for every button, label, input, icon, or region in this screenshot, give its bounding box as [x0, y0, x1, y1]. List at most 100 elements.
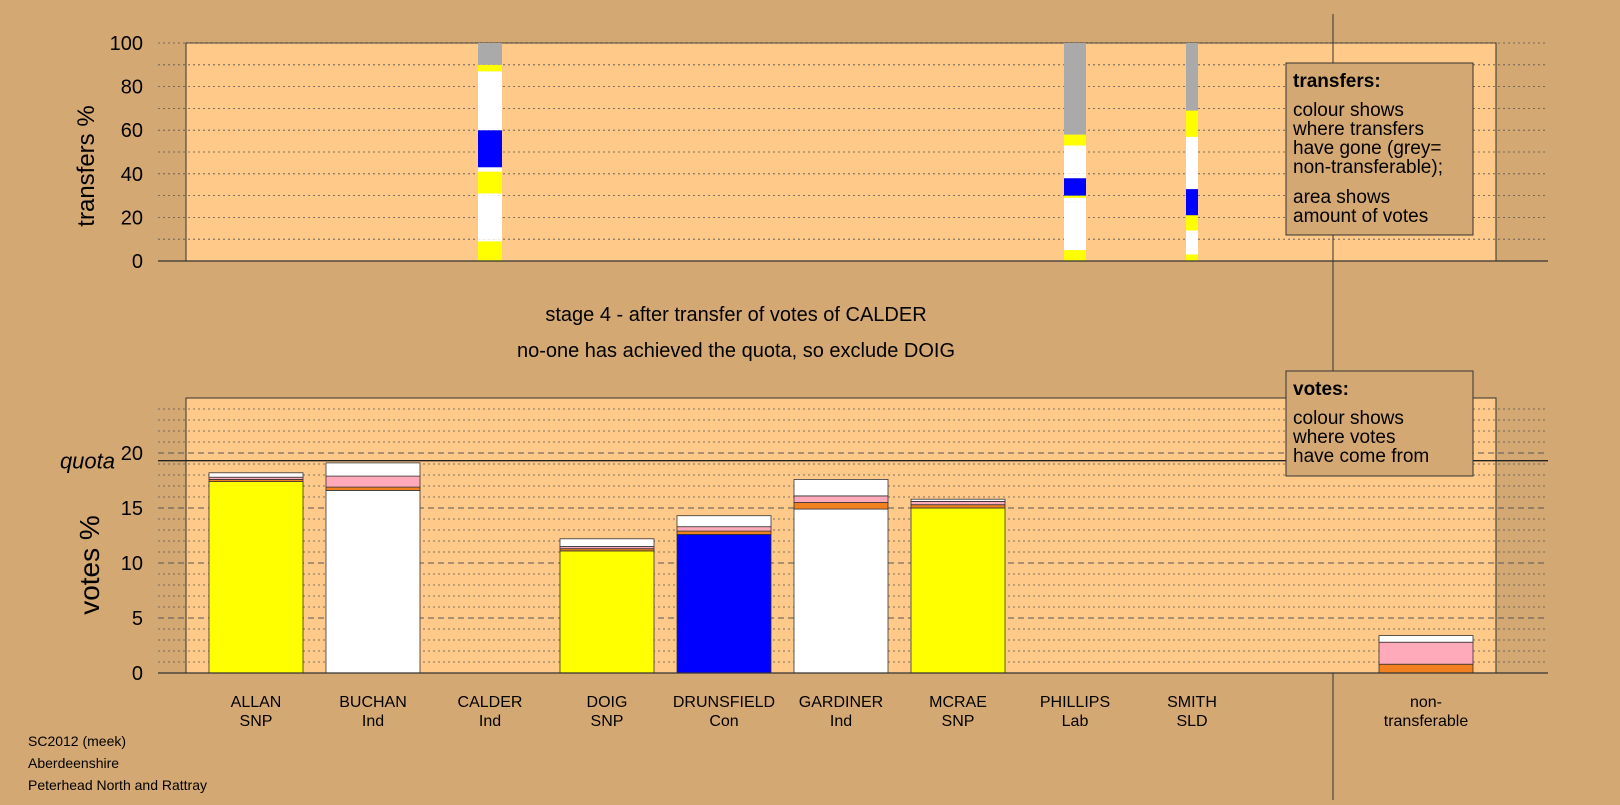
vote-segment: [910, 498, 1006, 502]
transfer-column-calder: [478, 43, 502, 261]
party-label: Ind: [479, 713, 501, 730]
y-tick-label: 60: [121, 120, 143, 142]
vote-segment: [676, 526, 772, 532]
category-label: ALLAN: [231, 694, 282, 711]
category-label: GARDINER: [799, 694, 883, 711]
transfer-segment: [1186, 189, 1198, 216]
vote-segment: [676, 515, 772, 528]
vote-segment: [793, 508, 889, 674]
vote-segment: [325, 462, 421, 477]
party-label: SLD: [1176, 713, 1207, 730]
transfer-segment: [1064, 250, 1086, 261]
vote-bar-gardiner: [793, 478, 889, 674]
party-label: transferable: [1384, 713, 1469, 730]
vote-segment: [793, 495, 889, 503]
transfers-legend-title: transfers:: [1293, 71, 1381, 92]
vote-segment: [325, 475, 421, 488]
transfer-segment: [1186, 110, 1198, 137]
party-label: Con: [709, 713, 738, 730]
transfer-segment: [478, 241, 502, 261]
vote-segment: [208, 472, 304, 478]
vote-segment: [1378, 663, 1474, 674]
y-tick-label: 20: [121, 207, 143, 229]
y-tick-label: 15: [121, 498, 143, 520]
transfer-segment: [1186, 215, 1198, 231]
transfer-segment: [1064, 145, 1086, 150]
y-tick-label: 10: [121, 553, 143, 575]
vote-segment: [208, 481, 304, 674]
votes-legend: votes: colour shows where votes have com…: [1285, 370, 1474, 477]
bottom-y-ticks: 0 5 10 15 20: [121, 443, 143, 685]
transfer-segment: [1064, 195, 1086, 198]
transfer-segment: [478, 43, 502, 65]
party-label: Ind: [830, 713, 852, 730]
vote-segment: [325, 486, 421, 491]
vote-bar-doig: [559, 538, 655, 674]
transfer-segment: [1186, 254, 1198, 261]
transfers-legend-line: area shows: [1293, 187, 1390, 208]
vote-segment: [793, 478, 889, 497]
party-label: SNP: [591, 713, 624, 730]
votes-legend-line: colour shows: [1293, 408, 1404, 429]
transfer-segment: [1064, 197, 1086, 203]
footer-line: Aberdeenshire: [28, 755, 119, 771]
party-label: SNP: [240, 713, 273, 730]
y-tick-label: 0: [132, 663, 143, 685]
category-label: SMITH: [1167, 694, 1217, 711]
votes-legend-line: where votes: [1292, 427, 1395, 448]
y-tick-label: 20: [121, 443, 143, 465]
category-label: DRUNSFIELD: [673, 694, 775, 711]
transfer-segment: [1064, 43, 1086, 135]
top-y-axis-label: transfers %: [73, 105, 100, 226]
vote-segment: [910, 507, 1006, 674]
y-tick-label: 0: [132, 251, 143, 273]
category-label: MCRAE: [929, 694, 987, 711]
transfer-segment: [478, 167, 502, 172]
party-label: SNP: [942, 713, 975, 730]
bottom-y-axis-label: votes %: [74, 515, 105, 615]
vote-bar-mcrae: [910, 498, 1006, 674]
transfer-column-smith: [1186, 43, 1198, 261]
y-tick-label: 80: [121, 77, 143, 99]
transfer-segment: [478, 171, 502, 194]
transfer-segment: [1064, 173, 1086, 179]
vote-segment: [676, 530, 772, 535]
vote-segment: [910, 504, 1006, 509]
quota-label: quota: [60, 449, 115, 474]
transfer-segment: [478, 193, 502, 196]
transfer-segment: [1186, 232, 1198, 255]
stage-title: stage 4 - after transfer of votes of CAL…: [545, 304, 926, 326]
transfer-segment: [478, 195, 502, 240]
transfer-segment: [1064, 134, 1086, 146]
transfers-legend-line: where transfers: [1292, 119, 1424, 140]
category-label: PHILLIPS: [1040, 694, 1110, 711]
footer-line: Peterhead North and Rattray: [28, 777, 207, 793]
y-tick-label: 100: [110, 33, 143, 55]
party-label: Ind: [362, 713, 384, 730]
votes-legend-title: votes:: [1293, 379, 1349, 400]
y-tick-label: 5: [132, 608, 143, 630]
vote-segment: [676, 534, 772, 674]
top-transfer-bars: [478, 43, 1198, 261]
transfer-segment: [478, 71, 502, 129]
footer-line: SC2012 (meek): [28, 733, 126, 749]
transfers-legend-line: have gone (grey=: [1293, 138, 1441, 159]
vote-bar-non-transferable: [1378, 635, 1474, 674]
transfer-segment: [478, 239, 502, 242]
vote-segment: [325, 489, 421, 674]
transfer-segment: [1064, 202, 1086, 251]
vote-segment: [559, 550, 655, 674]
category-label: non-: [1410, 694, 1442, 711]
transfers-legend-line: amount of votes: [1293, 206, 1428, 227]
y-tick-label: 40: [121, 164, 143, 186]
votes-legend-line: have come from: [1293, 446, 1429, 467]
category-labels: ALLAN SNP BUCHAN Ind CALDER Ind DOIG SNP DRUNSFI…: [231, 694, 1469, 730]
category-label: DOIG: [587, 694, 628, 711]
vote-segment: [793, 502, 889, 510]
transfer-segment: [1186, 136, 1198, 190]
vote-bar-drunsfield: [676, 515, 772, 674]
top-y-ticks: 0 20 40 60 80 100: [110, 33, 143, 273]
transfers-legend-line: non-transferable);: [1293, 157, 1443, 178]
transfer-segment: [478, 128, 502, 131]
